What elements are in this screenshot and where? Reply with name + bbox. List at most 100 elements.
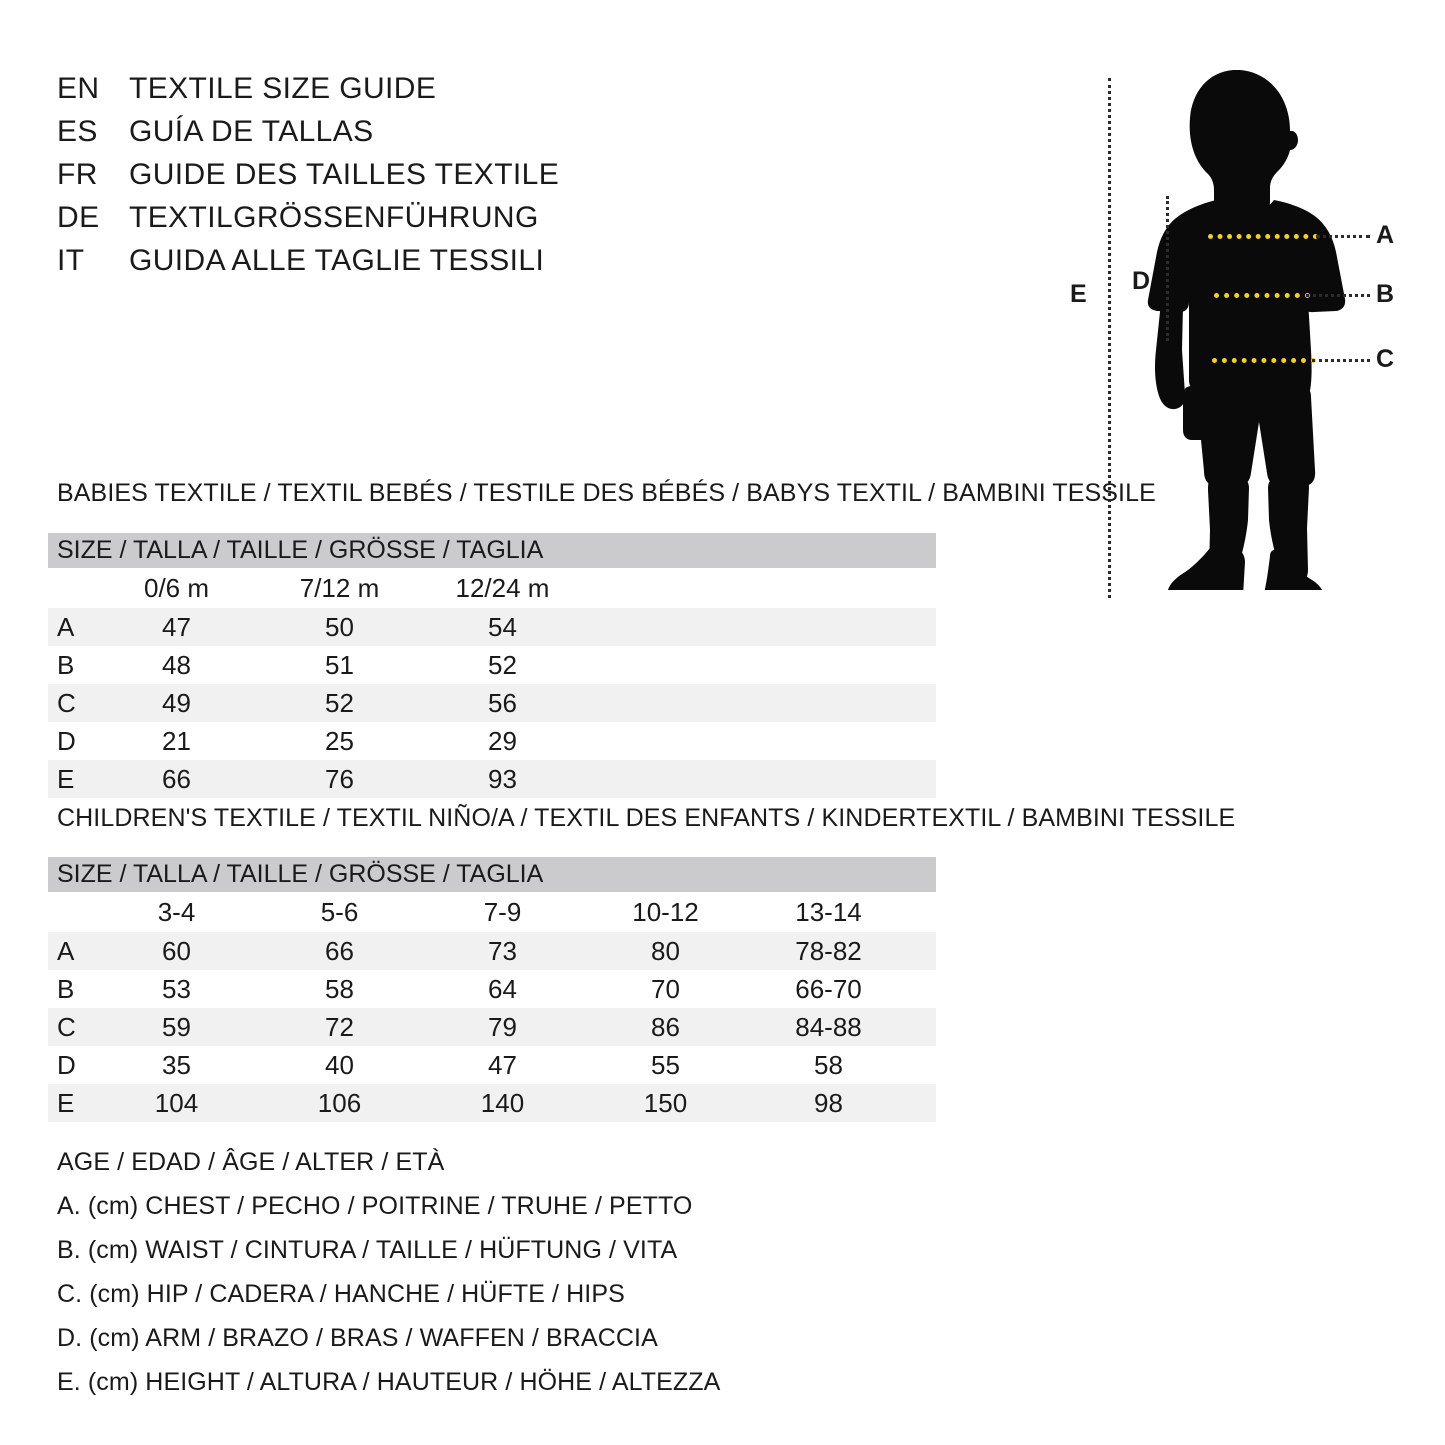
- language-row-fr: FR GUIDE DES TAILLES TEXTILE: [57, 158, 657, 201]
- children-cell-c-1: 72: [325, 1011, 354, 1042]
- children-cell-d-3: 55: [651, 1049, 680, 1080]
- hip-measure-line: [1212, 358, 1316, 363]
- table-row: A 47 50 54: [48, 608, 936, 646]
- legend-line-e-height: E. (cm) HEIGHT / ALTURA / HAUTEUR / HÖHE…: [57, 1367, 721, 1396]
- children-cell-b-1: 58: [325, 973, 354, 1004]
- chest-measure-line: [1208, 234, 1318, 239]
- babies-cell-c-0: 49: [162, 687, 191, 718]
- children-column-header-row: 3-4 5-6 7-9 10-12 13-14: [48, 892, 936, 932]
- marker-label-b: B: [1376, 280, 1395, 308]
- language-row-de: DE TEXTILGRÖSSENFÜHRUNG: [57, 201, 657, 244]
- language-title-it: GUIDA ALLE TAGLIE TESSILI: [129, 244, 545, 277]
- babies-size-table: SIZE / TALLA / TAILLE / GRÖSSE / TAGLIA …: [48, 533, 936, 798]
- babies-cell-e-1: 76: [325, 763, 354, 794]
- children-cell-b-0: 53: [162, 973, 191, 1004]
- children-table-band: SIZE / TALLA / TAILLE / GRÖSSE / TAGLIA: [48, 857, 936, 892]
- children-cell-a-2: 73: [488, 935, 517, 966]
- babies-column-header-0: 0/6 m: [143, 572, 210, 603]
- babies-table-band: SIZE / TALLA / TAILLE / GRÖSSE / TAGLIA: [48, 533, 936, 568]
- children-cell-e-0: 104: [154, 1087, 199, 1118]
- babies-row-label-e: E: [57, 763, 75, 794]
- children-row-label-c: C: [57, 1011, 76, 1042]
- babies-cell-d-2: 29: [488, 725, 517, 756]
- children-cell-d-1: 40: [325, 1049, 354, 1080]
- arm-reference-line: [1166, 196, 1169, 341]
- children-column-header-2: 7-9: [483, 896, 522, 927]
- legend-line-c-hip: C. (cm) HIP / CADERA / HANCHE / HÜFTE / …: [57, 1279, 625, 1308]
- language-title-list: EN TEXTILE SIZE GUIDE ES GUÍA DE TALLAS …: [57, 72, 657, 287]
- children-cell-a-1: 66: [325, 935, 354, 966]
- children-section-title: CHILDREN'S TEXTILE / TEXTIL NIÑO/A / TEX…: [57, 804, 1236, 832]
- babies-column-header-row: 0/6 m 7/12 m 12/24 m: [48, 568, 936, 608]
- babies-column-header-1: 7/12 m: [299, 572, 380, 603]
- babies-cell-b-2: 52: [488, 649, 517, 680]
- babies-cell-b-1: 51: [325, 649, 354, 680]
- children-cell-c-2: 79: [488, 1011, 517, 1042]
- children-row-label-b: B: [57, 973, 75, 1004]
- waist-measure-line: [1214, 293, 1310, 298]
- language-code-fr: FR: [57, 158, 98, 191]
- children-cell-e-4: 98: [814, 1087, 843, 1118]
- children-band-label: SIZE / TALLA / TAILLE / GRÖSSE / TAGLIA: [57, 860, 544, 888]
- children-size-table: SIZE / TALLA / TAILLE / GRÖSSE / TAGLIA …: [48, 857, 936, 1122]
- language-code-de: DE: [57, 201, 100, 234]
- marker-label-a: A: [1376, 221, 1395, 249]
- babies-cell-b-0: 48: [162, 649, 191, 680]
- children-cell-d-0: 35: [162, 1049, 191, 1080]
- children-column-header-0: 3-4: [157, 896, 196, 927]
- language-code-es: ES: [57, 115, 98, 148]
- children-cell-b-4: 66-70: [795, 973, 862, 1004]
- babies-cell-a-0: 47: [162, 611, 191, 642]
- children-cell-c-0: 59: [162, 1011, 191, 1042]
- babies-cell-d-1: 25: [325, 725, 354, 756]
- babies-row-label-a: A: [57, 611, 75, 642]
- children-cell-c-3: 86: [651, 1011, 680, 1042]
- children-column-header-4: 13-14: [795, 896, 862, 927]
- height-reference-line: [1108, 78, 1111, 598]
- babies-cell-c-1: 52: [325, 687, 354, 718]
- marker-label-c: C: [1376, 345, 1395, 373]
- babies-cell-e-2: 93: [488, 763, 517, 794]
- language-code-en: EN: [57, 72, 100, 105]
- language-title-de: TEXTILGRÖSSENFÜHRUNG: [129, 201, 539, 234]
- babies-cell-c-2: 56: [488, 687, 517, 718]
- table-row: C 49 52 56: [48, 684, 936, 722]
- children-cell-a-4: 78-82: [795, 935, 862, 966]
- babies-section-title: BABIES TEXTILE / TEXTIL BEBÉS / TESTILE …: [57, 479, 1156, 507]
- table-row: B 53 58 64 70 66-70: [48, 970, 936, 1008]
- children-row-label-d: D: [57, 1049, 76, 1080]
- babies-column-header-2: 12/24 m: [455, 572, 550, 603]
- babies-cell-a-2: 54: [488, 611, 517, 642]
- children-cell-b-2: 64: [488, 973, 517, 1004]
- children-cell-e-1: 106: [317, 1087, 362, 1118]
- babies-cell-d-0: 21: [162, 725, 191, 756]
- children-row-label-a: A: [57, 935, 75, 966]
- table-row: A 60 66 73 80 78-82: [48, 932, 936, 970]
- table-row: D 35 40 47 55 58: [48, 1046, 936, 1084]
- children-row-label-e: E: [57, 1087, 75, 1118]
- hip-leader-line: [1312, 359, 1370, 362]
- legend-line-b-waist: B. (cm) WAIST / CINTURA / TAILLE / HÜFTU…: [57, 1235, 678, 1264]
- children-column-header-1: 5-6: [320, 896, 359, 927]
- legend-line-a-chest: A. (cm) CHEST / PECHO / POITRINE / TRUHE…: [57, 1191, 693, 1220]
- measurement-legend: AGE / EDAD / ÂGE / ALTER / ETÀ A. (cm) C…: [57, 1140, 857, 1404]
- waist-leader-line: [1306, 294, 1370, 297]
- babies-row-label-b: B: [57, 649, 75, 680]
- chest-leader-line: [1316, 235, 1370, 238]
- table-row: D 21 25 29: [48, 722, 936, 760]
- babies-cell-a-1: 50: [325, 611, 354, 642]
- children-cell-d-4: 58: [814, 1049, 843, 1080]
- children-cell-a-3: 80: [651, 935, 680, 966]
- children-cell-e-2: 140: [480, 1087, 525, 1118]
- language-title-en: TEXTILE SIZE GUIDE: [129, 72, 437, 105]
- children-cell-b-3: 70: [651, 973, 680, 1004]
- babies-row-label-c: C: [57, 687, 76, 718]
- children-cell-a-0: 60: [162, 935, 191, 966]
- table-row: C 59 72 79 86 84-88: [48, 1008, 936, 1046]
- legend-line-age: AGE / EDAD / ÂGE / ALTER / ETÀ: [57, 1147, 445, 1176]
- language-code-it: IT: [57, 244, 85, 277]
- marker-label-e: E: [1070, 280, 1087, 308]
- child-silhouette-icon: [1147, 70, 1346, 590]
- babies-band-label: SIZE / TALLA / TAILLE / GRÖSSE / TAGLIA: [57, 536, 544, 564]
